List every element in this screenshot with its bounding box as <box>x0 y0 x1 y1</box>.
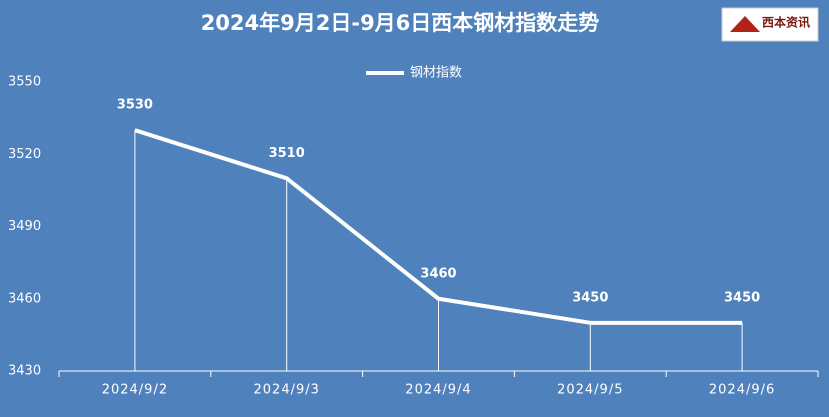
logo-text: 西本资讯 <box>762 15 810 30</box>
series-line <box>134 128 743 325</box>
data-label: 3450 <box>572 290 608 305</box>
data-label: 3510 <box>269 146 305 161</box>
x-tick-label: 2024/9/3 <box>254 383 320 398</box>
legend-label: 钢材指数 <box>410 66 462 81</box>
y-tick-label: 3520 <box>8 147 41 162</box>
data-label: 3530 <box>117 98 153 113</box>
x-tick-label: 2024/9/2 <box>102 383 168 398</box>
x-tick-label: 2024/9/6 <box>709 383 775 398</box>
x-tick-label: 2024/9/5 <box>557 383 623 398</box>
logo-icon <box>730 16 760 32</box>
x-tick-label: 2024/9/4 <box>405 383 471 398</box>
y-tick-label: 3430 <box>8 364 41 379</box>
y-tick-label: 3550 <box>8 75 41 90</box>
data-label: 3450 <box>724 290 760 305</box>
y-tick-label: 3490 <box>8 219 41 234</box>
logo: 西本资讯 <box>721 7 819 42</box>
chart-title: 2024年9月2日-9月6日西本钢材指数走势 <box>201 11 600 35</box>
y-tick-label: 3460 <box>8 291 41 306</box>
data-label: 3460 <box>420 266 456 281</box>
